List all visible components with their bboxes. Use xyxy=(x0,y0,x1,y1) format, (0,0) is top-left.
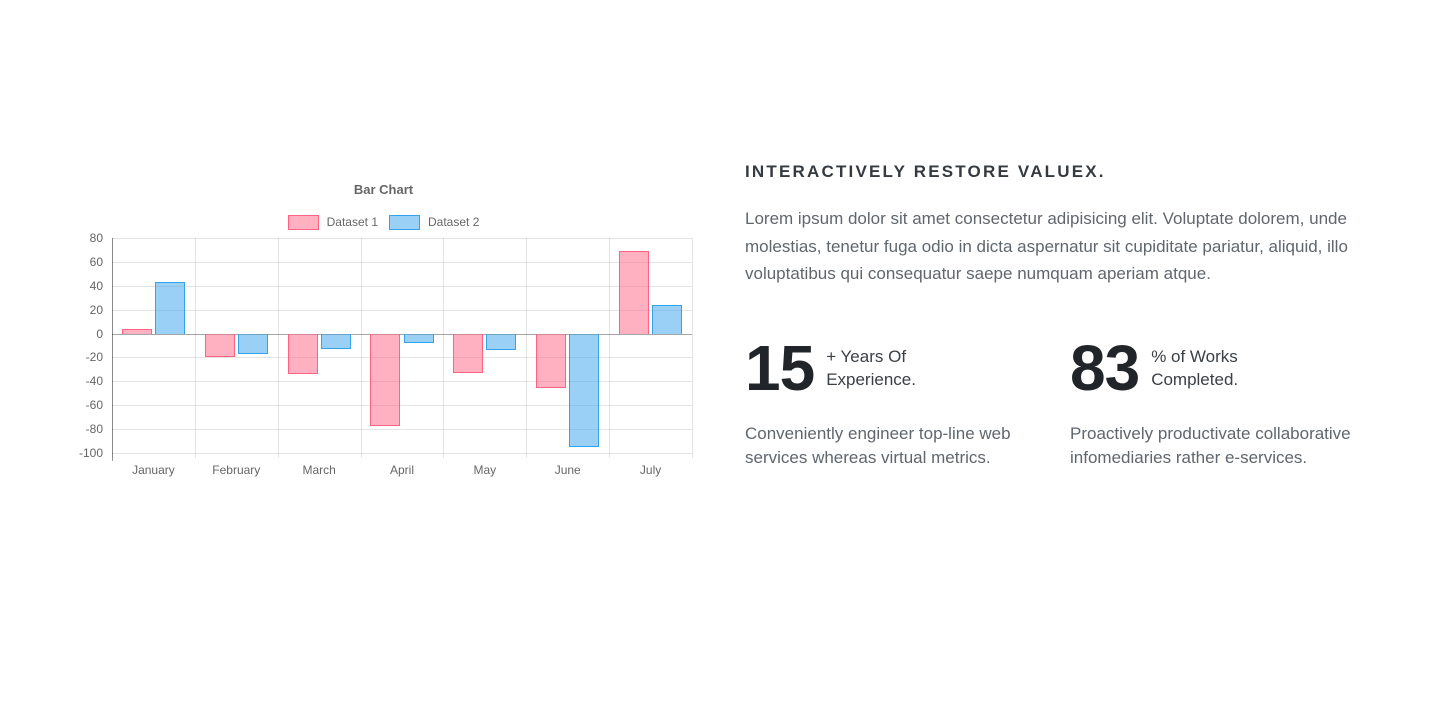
bar-dataset1-july[interactable] xyxy=(619,251,649,334)
intro-paragraph: Lorem ipsum dolor sit amet consectetur a… xyxy=(745,209,1348,283)
bar-dataset1-june[interactable] xyxy=(536,333,567,389)
y-tick-label: -40 xyxy=(85,374,103,389)
x-tick-label: January xyxy=(132,463,175,477)
x-axis-tickmark xyxy=(443,453,445,458)
stat-experience-header: 15 + Years Of Experience. xyxy=(745,331,1032,404)
section-heading: INTERACTIVELY RESTORE VALUEX. xyxy=(745,162,1106,181)
stat-experience-label: + Years Of Experience. xyxy=(826,345,916,392)
stat-works-label: % of Works Completed. xyxy=(1151,345,1238,392)
x-axis-tickmark xyxy=(194,453,196,458)
legend-item-dataset1[interactable]: Dataset 1 xyxy=(287,215,378,230)
legend-item-dataset2[interactable]: Dataset 2 xyxy=(389,215,479,230)
legend-label: Dataset 1 xyxy=(326,215,378,229)
y-tick-label: -20 xyxy=(85,350,103,365)
chart-plot-area[interactable] xyxy=(112,238,693,461)
gridline-horizontal xyxy=(112,333,692,335)
gridline-horizontal xyxy=(112,261,692,263)
legend-swatch xyxy=(389,215,420,230)
stat-experience-label-line1: + Years Of xyxy=(826,346,907,366)
gridline-vertical xyxy=(112,238,113,453)
x-axis-tickmark xyxy=(277,453,279,458)
y-tick-label: 20 xyxy=(89,302,103,317)
bar-dataset2-january[interactable] xyxy=(155,282,185,334)
gridline-horizontal xyxy=(112,309,692,311)
stat-works-value: 83 xyxy=(1070,331,1140,404)
y-axis-line xyxy=(112,238,113,461)
y-tick-label: -80 xyxy=(85,422,103,437)
x-axis-tickmark xyxy=(112,453,113,458)
stat-experience-description: Conveniently engineer top-line web servi… xyxy=(745,423,1011,468)
chart-title: Bar Chart xyxy=(353,182,414,197)
stat-works: 83 % of Works Completed. Proactively pro… xyxy=(1070,331,1357,471)
legend-swatch xyxy=(287,215,319,230)
gridline-vertical xyxy=(692,238,693,453)
x-tick-label: February xyxy=(212,463,261,477)
stat-experience-label-line2: Experience. xyxy=(826,369,916,389)
y-tick-label: -60 xyxy=(85,398,103,413)
gridline-vertical xyxy=(277,238,279,453)
chart-legend: Dataset 1 Dataset 2 xyxy=(75,215,692,230)
bar-chart-widget: Bar Chart Dataset 1 Dataset 2 80 60 40 20 0 -2… xyxy=(75,180,693,482)
y-tick-label: -100 xyxy=(78,446,103,460)
gridline-horizontal xyxy=(112,357,692,359)
stat-works-header: 83 % of Works Completed. xyxy=(1070,331,1357,404)
stat-works-description: Proactively productivate collaborative i… xyxy=(1070,423,1351,468)
stat-experience: 15 + Years Of Experience. Conveniently e… xyxy=(745,331,1032,471)
x-tick-label: April xyxy=(389,463,414,477)
gridline-vertical xyxy=(609,238,611,453)
y-tick-label: 60 xyxy=(89,254,103,269)
bar-dataset2-april[interactable] xyxy=(403,333,434,344)
bar-dataset1-may[interactable] xyxy=(453,333,484,373)
stat-works-label-line2: Completed. xyxy=(1151,369,1239,389)
stat-experience-value: 15 xyxy=(745,331,815,404)
y-tick-label: 40 xyxy=(89,278,103,293)
x-axis-tickmark xyxy=(609,453,611,458)
gridline-horizontal xyxy=(112,285,692,287)
gridline-vertical xyxy=(526,238,528,453)
gridline-horizontal xyxy=(112,381,692,383)
gridline-horizontal xyxy=(112,405,692,407)
x-tick-label: March xyxy=(302,463,336,477)
gridline-horizontal xyxy=(112,453,692,454)
x-axis-tickmark xyxy=(360,453,362,458)
bar-dataset2-february[interactable] xyxy=(237,333,268,354)
bar-dataset1-february[interactable] xyxy=(204,333,235,358)
x-axis-tickmark xyxy=(692,453,693,458)
x-tick-label: June xyxy=(554,463,581,477)
gridline-horizontal xyxy=(112,429,692,431)
legend-label: Dataset 2 xyxy=(428,215,480,229)
stat-works-label-line1: % of Works xyxy=(1151,346,1238,366)
bar-dataset2-july[interactable] xyxy=(652,304,683,334)
x-tick-label: May xyxy=(473,463,497,477)
gridline-horizontal xyxy=(112,238,692,239)
gridline-vertical xyxy=(194,238,196,453)
stats-grid: 15 + Years Of Experience. Conveniently e… xyxy=(745,331,1357,471)
bar-dataset1-march[interactable] xyxy=(287,333,318,375)
bar-dataset1-april[interactable] xyxy=(370,333,401,426)
y-tick-label: 80 xyxy=(89,231,103,245)
bar-dataset2-march[interactable] xyxy=(320,333,351,350)
gridline-vertical xyxy=(360,238,362,453)
x-axis-tickmark xyxy=(526,453,528,458)
bar-dataset1-january[interactable] xyxy=(121,328,152,334)
y-tick-label: 0 xyxy=(96,326,103,341)
x-tick-label: July xyxy=(639,463,662,477)
gridline-vertical xyxy=(443,238,445,453)
bar-dataset2-may[interactable] xyxy=(486,333,517,351)
bar-dataset2-june[interactable] xyxy=(569,333,600,448)
content-section: INTERACTIVELY RESTORE VALUEX. Lorem ipsu… xyxy=(745,163,1357,471)
